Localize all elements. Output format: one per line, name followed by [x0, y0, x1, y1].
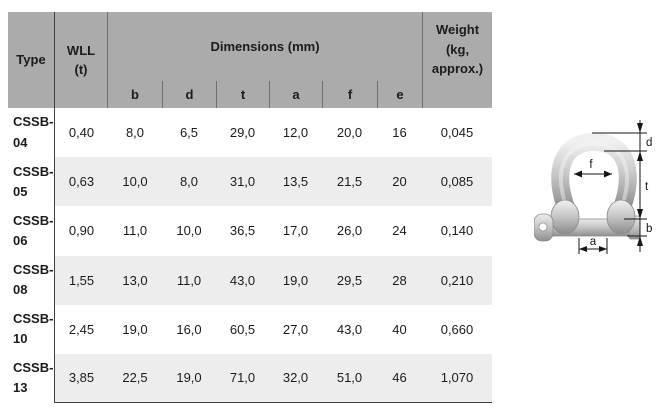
- cell-b: 10,0: [108, 157, 162, 207]
- shackle-lug-right: [606, 199, 636, 235]
- cell-e: 28: [377, 255, 422, 305]
- cell-weight: 0,660: [440, 321, 474, 337]
- header-dimensions: Dimensions (mm): [210, 39, 320, 54]
- cell-d: 6,5: [179, 125, 199, 141]
- cell-weight: 0,140: [440, 223, 474, 239]
- dim-label-d: d: [646, 137, 652, 149]
- subheader-e: e: [377, 81, 422, 108]
- cell-type: CSSB-05: [8, 157, 55, 207]
- table-row: CSSB-04 0,40 8,0 6,5 29,0 12,0 20,0 16 0…: [8, 108, 492, 158]
- cell-t: 36,5: [229, 223, 256, 239]
- subheader-a: a: [269, 81, 322, 108]
- cell-b: 22,5: [108, 353, 162, 404]
- cell-t: 60,5: [229, 321, 256, 337]
- table-row: CSSB-06 0,90 11,0 10,0 36,5 17,0 26,0 24…: [8, 206, 492, 256]
- cell-f: 51,0: [322, 353, 377, 404]
- cell-wll: 3,85: [55, 353, 108, 404]
- cell-b: 13,0: [108, 255, 162, 305]
- shackle-bow: [551, 132, 637, 219]
- header-dimensions-group: Dimensions (mm) b d t a f e: [108, 12, 422, 108]
- subheader-t: t: [216, 81, 269, 108]
- cell-wll: 2,45: [68, 321, 95, 337]
- shackle-pin: [534, 199, 641, 242]
- cell-t: 43,0: [216, 255, 269, 305]
- cell-f: 26,0: [336, 223, 363, 239]
- cell-type: CSSB-08: [8, 255, 55, 305]
- cell-e: 24: [392, 223, 407, 239]
- dim-label-b: b: [646, 223, 652, 235]
- cell-e: 16: [392, 125, 407, 141]
- cell-b: 8,0: [125, 125, 145, 141]
- cell-b: 11,0: [122, 223, 148, 239]
- cell-t: 29,0: [229, 125, 256, 141]
- cell-type: CSSB-04: [8, 108, 55, 158]
- dim-label-f: f: [589, 159, 593, 171]
- cell-a: 12,0: [282, 125, 309, 141]
- cell-a: 13,5: [269, 157, 322, 207]
- cell-wll: 0,63: [55, 157, 108, 207]
- dim-label-t: t: [645, 181, 649, 193]
- cell-t: 31,0: [216, 157, 269, 207]
- cell-a: 27,0: [282, 321, 309, 337]
- cell-b: 19,0: [122, 321, 148, 337]
- dim-label-a: a: [590, 236, 597, 248]
- shackle-diagram-image: d t b f a: [534, 120, 652, 254]
- cell-d: 19,0: [162, 353, 216, 404]
- cell-e: 20: [377, 157, 422, 207]
- cell-t: 71,0: [216, 353, 269, 404]
- cell-d: 10,0: [176, 223, 202, 239]
- table-row: CSSB-10 2,45 19,0 16,0 60,5 27,0 43,0 40…: [8, 304, 492, 354]
- header-type: Type: [8, 12, 55, 108]
- table-row: CSSB-08 1,55 13,0 11,0 43,0 19,0 29,5 28…: [8, 255, 492, 305]
- subheader-b: b: [131, 87, 139, 102]
- shackle-spec-table: Type WLL (t) Dimensions (mm) b d t a f e…: [8, 12, 492, 404]
- table-row: CSSB-13 3,85 22,5 19,0 71,0 32,0 51,0 46…: [8, 353, 492, 404]
- pin-head-hole: [538, 222, 548, 232]
- cell-weight: 1,070: [422, 353, 492, 404]
- cell-wll: 1,55: [55, 255, 108, 305]
- header-wll: WLL (t): [55, 12, 108, 108]
- cell-f: 20,0: [336, 125, 363, 141]
- cell-f: 43,0: [336, 321, 363, 337]
- cell-d: 16,0: [176, 321, 202, 337]
- cell-weight: 0,210: [422, 255, 492, 305]
- table-header: Type WLL (t) Dimensions (mm) b d t a f e…: [8, 12, 492, 108]
- header-dimension-subrow: b d t a f e: [108, 81, 422, 108]
- table-row: CSSB-05 0,63 10,0 8,0 31,0 13,5 21,5 20 …: [8, 157, 492, 207]
- cell-e: 46: [377, 353, 422, 404]
- cell-d: 8,0: [162, 157, 216, 207]
- cell-weight: 0,085: [422, 157, 492, 207]
- cell-type: CSSB-13: [8, 353, 55, 404]
- cell-f: 29,5: [322, 255, 377, 305]
- cell-d: 11,0: [162, 255, 216, 305]
- cell-a: 19,0: [269, 255, 322, 305]
- cell-wll: 0,40: [68, 125, 95, 141]
- subheader-f: f: [322, 81, 377, 108]
- cell-type: CSSB-10: [8, 304, 55, 354]
- subheader-d: d: [162, 81, 216, 108]
- cell-a: 32,0: [269, 353, 322, 404]
- cell-weight: 0,045: [440, 125, 474, 141]
- cell-wll: 0,90: [68, 223, 95, 239]
- cell-type: CSSB-06: [8, 206, 55, 256]
- dimension-arrowheads: [574, 123, 643, 252]
- cell-a: 17,0: [282, 223, 309, 239]
- header-weight: Weight (kg, approx.): [422, 12, 492, 108]
- shackle-lug-left: [550, 199, 580, 235]
- cell-e: 40: [392, 321, 407, 337]
- cell-f: 21,5: [322, 157, 377, 207]
